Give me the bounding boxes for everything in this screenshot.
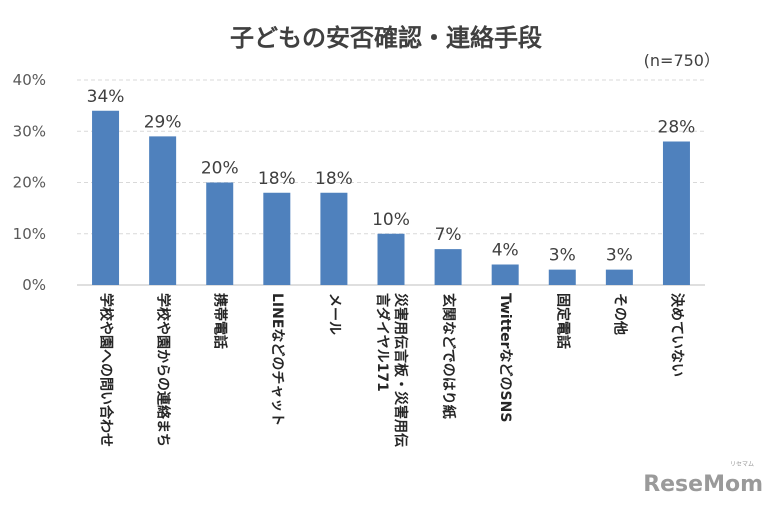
y-tick-label: 20%: [13, 174, 46, 192]
bars: [92, 110, 690, 285]
y-tick-label: 30%: [13, 122, 46, 140]
x-axis-labels: 学校や園への問い合わせ 学校や園からの連絡まち 携帯電話 LINEなどのチャット メール…: [98, 293, 686, 447]
x-label-group: 携帯電話: [212, 293, 229, 349]
y-axis-ticks: 0% 10% 20% 30% 40%: [13, 71, 46, 294]
chart-title: 子どもの安否確認・連絡手段: [230, 24, 542, 52]
x-label-group: TwitterなどのSNS: [497, 293, 513, 422]
x-label-group: その他: [611, 293, 628, 335]
bar: [320, 192, 348, 285]
x-label-group: LINEなどのチャット: [269, 293, 285, 426]
x-tick-label: 災害用伝言板・災害用伝: [392, 293, 409, 447]
bar: [605, 269, 633, 285]
x-label-group: 学校や園への問い合わせ: [98, 293, 115, 447]
x-label-group: 固定電話: [554, 293, 571, 349]
x-tick-label: 学校や園への問い合わせ: [98, 293, 115, 447]
data-label: 7%: [435, 225, 462, 245]
x-tick-label: TwitterなどのSNS: [497, 293, 513, 422]
bar: [92, 110, 120, 285]
data-label: 4%: [492, 241, 519, 261]
x-tick-label: その他: [611, 293, 628, 335]
x-tick-label: LINEなどのチャット: [269, 293, 285, 426]
data-label: 10%: [372, 210, 410, 230]
bar: [434, 249, 462, 285]
data-label: 18%: [258, 169, 296, 189]
bar: [149, 136, 177, 285]
watermark-text: ReseMom: [643, 472, 763, 497]
x-label-group: 学校や園からの連絡まち: [155, 293, 172, 447]
sample-size-note: (n=750）: [644, 51, 720, 70]
data-label: 28%: [658, 118, 696, 138]
watermark-ruby: リセマム: [730, 461, 754, 468]
y-tick-label: 0%: [22, 276, 46, 294]
data-label: 3%: [549, 246, 576, 266]
x-tick-label: 言ダイヤル171: [374, 293, 391, 392]
bar: [206, 182, 234, 285]
data-label: 34%: [87, 87, 125, 107]
bar: [263, 192, 291, 285]
data-label: 3%: [606, 246, 633, 266]
y-tick-label: 40%: [13, 71, 46, 89]
x-label-group: メール: [326, 293, 342, 335]
x-tick-label: 固定電話: [554, 293, 571, 349]
data-labels: 34% 29% 20% 18% 18% 10% 7% 4% 3% 3% 28%: [87, 87, 696, 266]
x-label-group: 玄関などでのはり紙: [440, 293, 457, 419]
x-tick-label: 玄関などでのはり紙: [440, 293, 457, 419]
x-label-group: 決めていない: [668, 293, 685, 377]
bar: [662, 141, 690, 285]
data-label: 20%: [201, 159, 239, 179]
data-label: 18%: [315, 169, 353, 189]
x-tick-label: 学校や園からの連絡まち: [155, 293, 172, 447]
resemom-logo: リセマム ReseMom: [643, 461, 763, 497]
x-tick-label: メール: [326, 293, 342, 335]
bar: [548, 269, 576, 285]
data-label: 29%: [144, 112, 182, 132]
x-tick-label: 携帯電話: [212, 293, 229, 349]
y-tick-label: 10%: [13, 225, 46, 243]
bar: [491, 264, 519, 285]
bar: [377, 233, 405, 285]
x-tick-label: 決めていない: [668, 293, 685, 377]
